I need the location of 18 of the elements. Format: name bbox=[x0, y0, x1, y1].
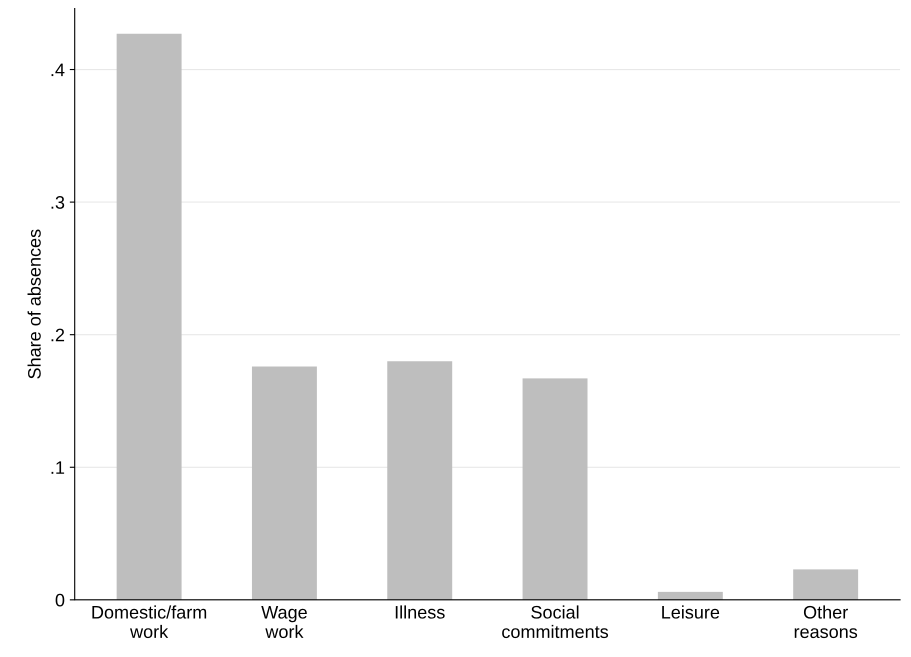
x-tick-label: Illness bbox=[396, 605, 445, 619]
x-tick-label: Leisure bbox=[662, 605, 720, 619]
y-tick-label: .4 bbox=[52, 64, 64, 76]
bar bbox=[252, 366, 317, 600]
bar bbox=[387, 361, 452, 600]
y-tick-label: 0 bbox=[56, 594, 64, 607]
bar bbox=[793, 569, 858, 600]
x-tick-label: Domestic/farm work bbox=[92, 605, 206, 638]
y-axis-title: Share of absences bbox=[28, 230, 41, 379]
y-tick-label: .1 bbox=[52, 461, 64, 474]
x-tick-label: Wage work bbox=[261, 606, 307, 638]
x-tick-label: Social commitments bbox=[502, 605, 608, 638]
bar bbox=[116, 34, 182, 600]
y-tick-label: .2 bbox=[52, 328, 64, 342]
bar bbox=[522, 378, 588, 600]
x-tick-label: Other reasons bbox=[794, 605, 858, 638]
y-tick-label: .3 bbox=[52, 196, 64, 209]
bar bbox=[658, 592, 723, 600]
